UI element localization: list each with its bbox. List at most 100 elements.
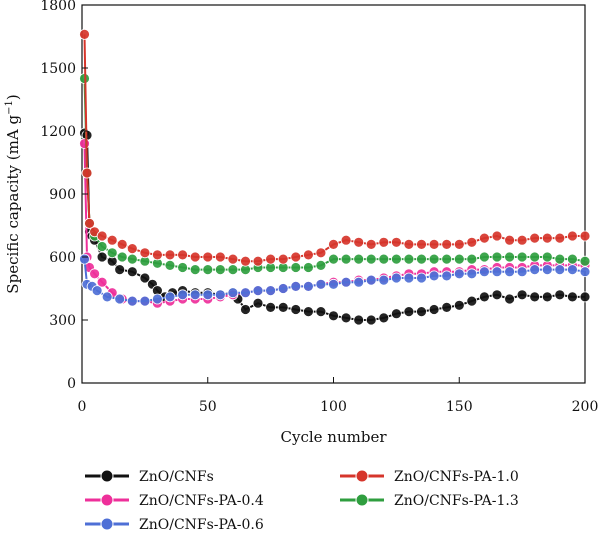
data-point	[106, 247, 118, 259]
data-point	[240, 304, 251, 315]
data-point	[202, 289, 214, 301]
data-point	[416, 272, 427, 284]
data-point	[441, 301, 453, 313]
data-point	[214, 251, 226, 263]
x-axis-title: Cycle number	[281, 428, 388, 446]
data-point	[478, 232, 490, 244]
data-point	[529, 251, 541, 263]
data-point	[79, 138, 90, 150]
data-point	[91, 285, 103, 297]
data-point	[466, 253, 478, 265]
x-tick-label: 100	[320, 399, 347, 415]
data-point	[504, 251, 516, 263]
data-point	[106, 234, 118, 246]
data-point	[96, 230, 108, 242]
data-point	[164, 259, 176, 271]
data-point	[541, 251, 553, 263]
series-line	[83, 34, 585, 263]
y-axis-title-close: )	[4, 94, 22, 100]
data-point	[491, 251, 503, 263]
data-point	[189, 264, 201, 276]
data-point	[79, 253, 90, 265]
gridless-plot-area	[81, 4, 586, 384]
data-point	[202, 251, 214, 263]
data-point	[529, 264, 541, 276]
data-point	[240, 255, 251, 267]
data-point	[365, 238, 377, 250]
x-axis-ticks: 0 50 100 150 200	[78, 377, 598, 415]
data-point	[403, 306, 415, 318]
data-point	[504, 266, 516, 278]
data-point	[403, 253, 415, 265]
data-point	[428, 270, 440, 282]
data-point	[116, 238, 128, 250]
data-point	[365, 274, 377, 286]
data-point	[491, 289, 503, 301]
legend-label: ZnO/CNFs-PA-0.4	[139, 493, 264, 509]
y-axis-ticks: 0 300 600 900 1200 1500 1800	[40, 0, 88, 392]
data-point	[214, 289, 226, 301]
y-tick-label: 1800	[40, 0, 76, 14]
data-point	[390, 308, 402, 320]
data-point	[579, 230, 591, 242]
data-point	[416, 306, 427, 318]
data-point	[227, 253, 239, 265]
series-zno-cnfs	[79, 127, 591, 326]
data-point	[151, 293, 163, 305]
data-point	[441, 238, 453, 250]
data-point	[466, 268, 478, 280]
data-point	[567, 253, 578, 265]
data-point	[428, 238, 440, 250]
data-point	[227, 287, 239, 299]
legend-item: ZnO/CNFs-PA-0.4	[85, 493, 264, 509]
y-axis-title: Specific capacity (mA g−1)	[4, 94, 22, 293]
data-point	[579, 255, 591, 267]
data-point	[504, 293, 516, 305]
data-point	[139, 247, 151, 259]
data-point	[378, 253, 390, 265]
data-point	[277, 301, 289, 313]
data-point	[353, 253, 365, 265]
data-point	[428, 253, 440, 265]
data-point	[353, 236, 365, 248]
series-zno-cnfs-pa-1-0	[79, 29, 591, 267]
data-point	[516, 266, 528, 278]
legend-item: ZnO/CNFs	[85, 469, 214, 485]
data-point	[554, 264, 566, 276]
data-point	[328, 278, 339, 290]
y-tick-label: 600	[49, 250, 76, 266]
legend-marker	[100, 517, 114, 531]
data-point	[302, 280, 314, 292]
data-point	[126, 243, 138, 255]
data-point	[290, 262, 302, 273]
data-point	[516, 289, 528, 301]
data-point	[290, 251, 302, 263]
legend-marker	[100, 469, 114, 483]
data-point	[340, 253, 352, 265]
data-point	[516, 251, 528, 263]
data-point	[390, 272, 402, 284]
data-point	[529, 291, 541, 303]
data-point	[478, 291, 490, 303]
data-point	[378, 312, 390, 324]
data-point	[554, 253, 566, 265]
data-point	[491, 230, 503, 242]
data-point	[315, 259, 327, 271]
data-point	[453, 268, 465, 280]
data-point	[84, 217, 95, 229]
data-point	[265, 301, 277, 313]
data-point	[567, 264, 578, 276]
data-point	[177, 262, 189, 273]
data-point	[139, 295, 151, 307]
data-point	[478, 251, 490, 263]
data-point	[227, 264, 239, 276]
data-point	[504, 234, 516, 246]
data-point	[353, 276, 365, 288]
data-point	[378, 274, 390, 286]
data-point	[390, 253, 402, 265]
data-point	[453, 253, 465, 265]
series-layer	[79, 29, 591, 326]
data-point	[328, 238, 339, 250]
data-point	[365, 314, 377, 326]
legend-marker	[355, 469, 369, 483]
